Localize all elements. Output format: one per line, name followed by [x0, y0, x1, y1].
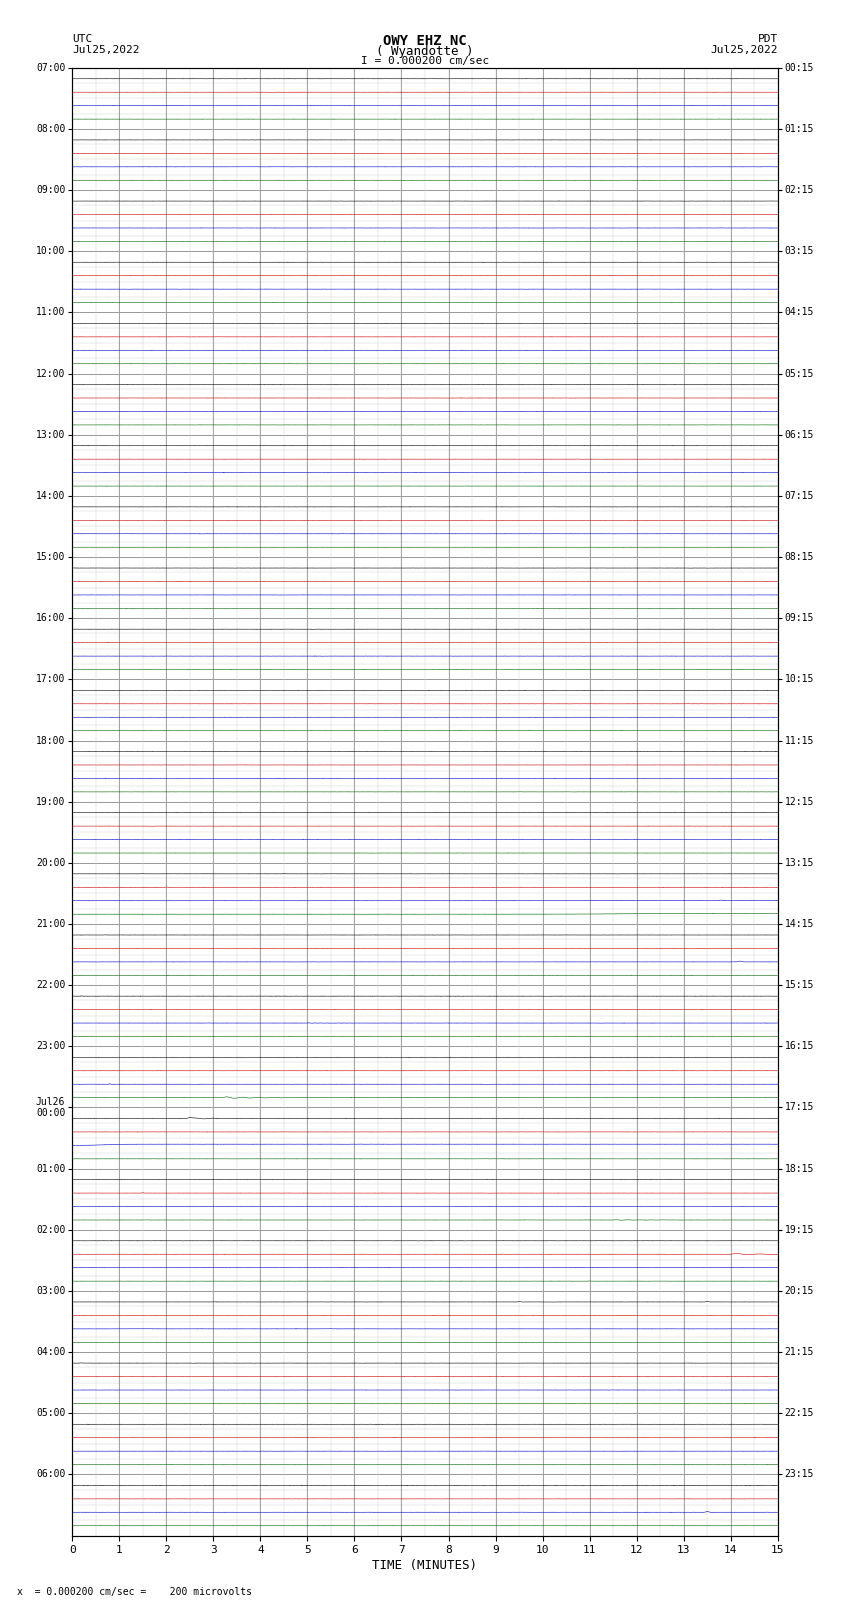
Text: Jul25,2022: Jul25,2022	[72, 45, 139, 55]
Text: PDT: PDT	[757, 34, 778, 44]
X-axis label: TIME (MINUTES): TIME (MINUTES)	[372, 1560, 478, 1573]
Text: I = 0.000200 cm/sec: I = 0.000200 cm/sec	[361, 56, 489, 66]
Text: OWY EHZ NC: OWY EHZ NC	[383, 34, 467, 48]
Text: ( Wyandotte ): ( Wyandotte )	[377, 45, 473, 58]
Text: x  = 0.000200 cm/sec =    200 microvolts: x = 0.000200 cm/sec = 200 microvolts	[17, 1587, 252, 1597]
Text: UTC: UTC	[72, 34, 93, 44]
Text: Jul25,2022: Jul25,2022	[711, 45, 778, 55]
